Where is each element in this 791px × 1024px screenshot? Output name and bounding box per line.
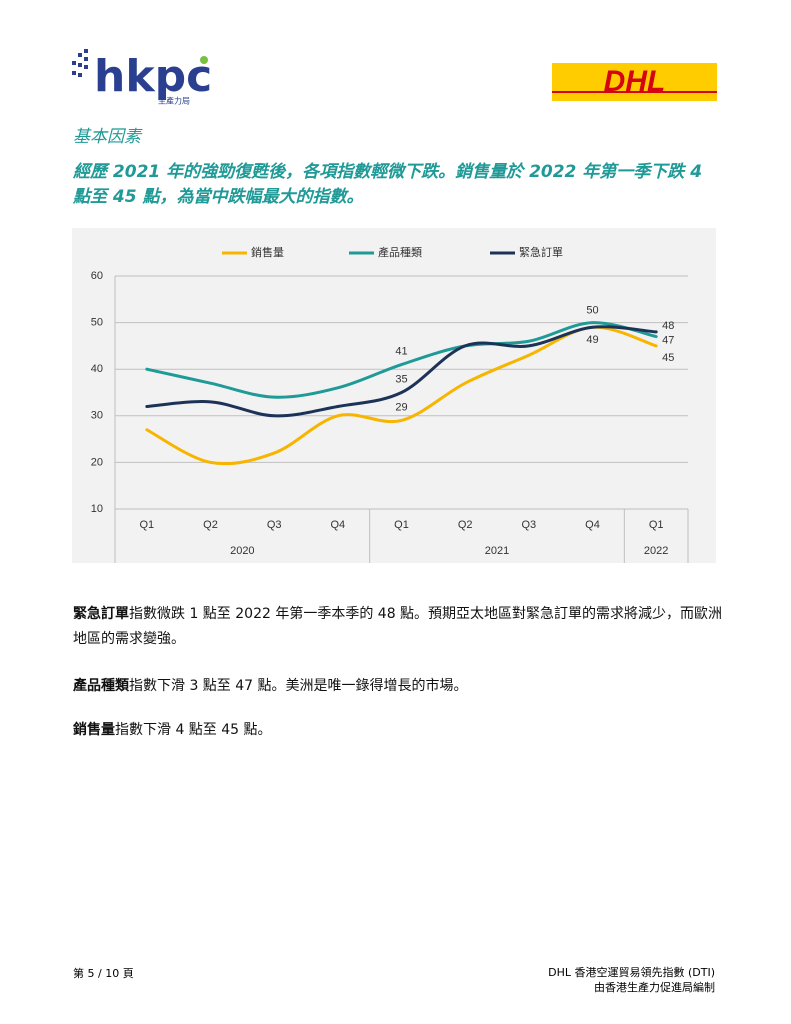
paragraph: 銷售量指數下滑 4 點至 45 點。 — [73, 718, 723, 743]
term: 緊急訂單 — [73, 606, 129, 622]
x-tick-label: Q2 — [458, 519, 473, 531]
x-tick-label: Q2 — [203, 519, 218, 531]
para-text: 指數下滑 4 點至 45 點。 — [115, 722, 272, 738]
y-tick-label: 40 — [91, 363, 103, 375]
series-line — [145, 321, 658, 399]
y-tick-label: 60 — [91, 270, 103, 282]
legend-label: 緊急訂單 — [519, 245, 563, 259]
footer-line: 由香港生產力促進局編制 — [594, 981, 715, 994]
paragraph: 緊急訂單指數微跌 1 點至 2022 年第一季本季的 48 點。預期亞太地區對緊… — [73, 602, 723, 652]
value-label: 35 — [395, 373, 407, 385]
para-text: 指數下滑 3 點至 47 點。美洲是唯一錄得增長的市場。 — [129, 678, 468, 694]
footer-line: DHL 香港空運貿易領先指數 (DTI) — [548, 966, 715, 979]
headline: 經歷 2021 年的強勁復甦後，各項指數輕微下跌。銷售量於 2022 年第一季下… — [73, 162, 703, 207]
value-label: 41 — [395, 345, 407, 357]
x-tick-label: Q1 — [649, 519, 664, 531]
x-group-label: 2022 — [644, 545, 668, 557]
value-label: 48 — [662, 320, 674, 332]
term: 產品種類 — [73, 678, 129, 694]
dhl-logo: DHL — [552, 63, 717, 101]
value-label: 49 — [586, 334, 598, 346]
x-group-label: 2020 — [230, 545, 254, 557]
legend-label: 銷售量 — [251, 245, 284, 259]
series-line — [145, 325, 658, 418]
x-tick-label: Q1 — [394, 519, 409, 531]
page-number: 第 5 / 10 頁 — [73, 967, 134, 980]
y-tick-label: 30 — [91, 410, 103, 422]
y-tick-label: 50 — [91, 317, 103, 329]
y-tick-label: 20 — [91, 456, 103, 468]
y-tick-label: 10 — [91, 503, 103, 515]
x-tick-label: Q3 — [267, 519, 282, 531]
x-tick-label: Q1 — [139, 519, 154, 531]
value-label: 47 — [662, 334, 674, 346]
value-label: 45 — [662, 352, 674, 364]
footer-right: DHL 香港空運貿易領先指數 (DTI) 由香港生產力促進局編制 — [548, 965, 715, 995]
value-label: 50 — [586, 305, 598, 317]
legend-label: 產品種類 — [378, 245, 422, 259]
section-title: 基本因素 — [73, 127, 141, 147]
para-text: 指數微跌 1 點至 2022 年第一季本季的 48 點。預期亞太地區對緊急訂單的… — [73, 606, 723, 647]
chart: 10 20 30 40 50 60 Q1 Q2 Q3 Q4 Q1 Q2 Q3 Q4 Q1 2020 2021 20… — [72, 228, 716, 563]
hkpc-logo: hkpc 生產力局 — [72, 49, 212, 106]
term: 銷售量 — [73, 722, 115, 738]
x-group-label: 2021 — [485, 545, 509, 557]
paragraph: 產品種類指數下滑 3 點至 47 點。美洲是唯一錄得增長的市場。 — [73, 674, 723, 699]
x-tick-label: Q3 — [521, 519, 536, 531]
body: 緊急訂單指數微跌 1 點至 2022 年第一季本季的 48 點。預期亞太地區對緊… — [73, 602, 723, 743]
x-tick-label: Q4 — [585, 519, 600, 531]
logo-sub: 生產力局 — [158, 96, 190, 106]
x-tick-label: Q4 — [330, 519, 345, 531]
value-label: 29 — [395, 401, 407, 413]
logo-text: hkpc — [94, 51, 212, 102]
